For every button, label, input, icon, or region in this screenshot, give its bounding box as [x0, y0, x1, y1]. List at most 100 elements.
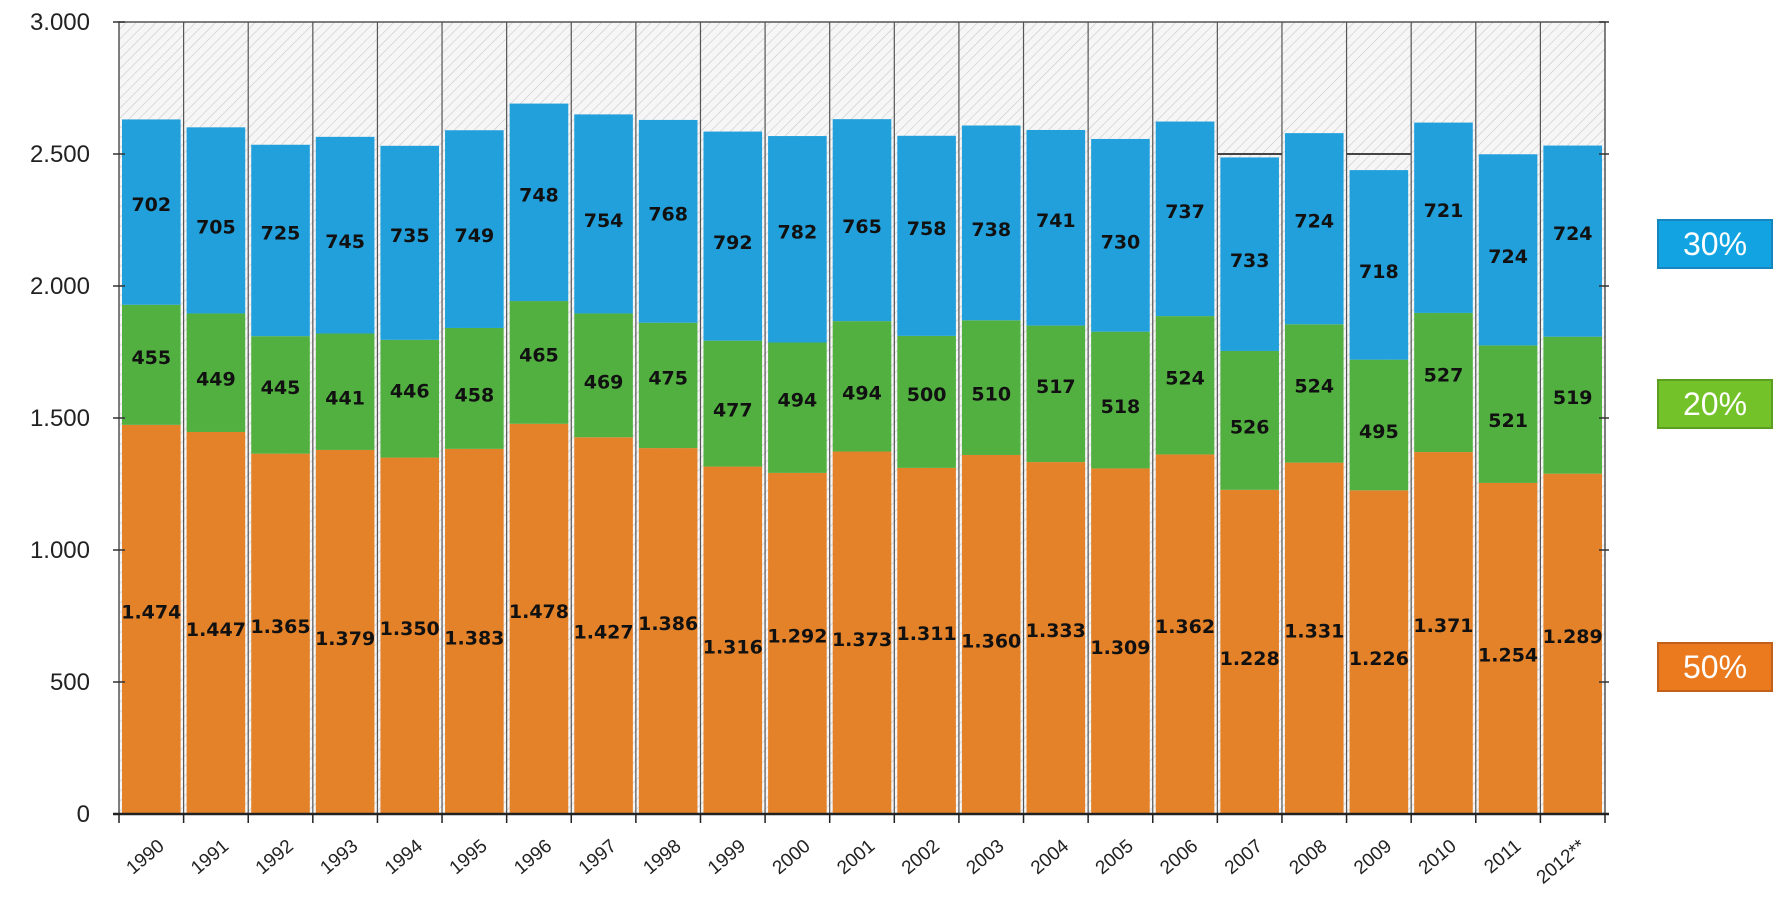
bar-segment-base — [1284, 462, 1344, 814]
y-tick-label: 2.500 — [30, 141, 90, 168]
bar-segment-middle — [122, 304, 181, 425]
bar-segment-middle — [380, 339, 440, 458]
percentage-badge: 50% — [1657, 642, 1773, 692]
bar-segment-base — [1349, 490, 1409, 814]
data-label: 494 — [778, 390, 818, 412]
bar-segment-middle — [638, 322, 698, 449]
x-tick-label: 2000 — [769, 836, 815, 879]
x-tick-label: 2010 — [1415, 836, 1461, 879]
data-label: 441 — [325, 388, 365, 410]
y-tick-label: 3.000 — [30, 9, 90, 36]
bar-segment-top — [509, 103, 569, 302]
data-label: 521 — [1488, 410, 1528, 432]
bar-segment-top — [961, 125, 1021, 321]
bar-segment-middle — [574, 313, 633, 438]
x-tick-label: 2009 — [1350, 836, 1396, 879]
data-label: 475 — [648, 367, 688, 389]
bar-segment-base — [509, 423, 569, 814]
bar-segment-middle — [768, 342, 827, 473]
x-tick-label: 1997 — [575, 836, 621, 879]
data-label: 510 — [971, 384, 1011, 406]
data-label: 724 — [1553, 223, 1593, 245]
data-label: 1.447 — [186, 619, 246, 641]
bar-segment-base — [897, 467, 956, 814]
x-tick-label: 1998 — [640, 836, 686, 879]
bar-segment-middle — [1091, 331, 1150, 469]
data-label: 1.289 — [1543, 626, 1603, 648]
data-label: 702 — [131, 194, 171, 216]
x-tick-label: 1995 — [446, 836, 492, 879]
bar-segment-top — [832, 119, 892, 322]
bar-segment-top — [897, 135, 956, 336]
data-label: 1.311 — [897, 623, 957, 645]
bar-segment-base — [122, 424, 181, 814]
x-tick-label: 2012** — [1533, 835, 1591, 888]
data-label: 1.379 — [315, 628, 375, 650]
data-label: 737 — [1165, 201, 1205, 223]
data-label: 724 — [1294, 211, 1334, 233]
percentage-badge: 30% — [1657, 219, 1773, 269]
bar-segment-top — [1414, 122, 1473, 313]
bar-segment-middle — [961, 320, 1021, 455]
bar-segment-middle — [1414, 312, 1473, 453]
bar-segment-top — [1543, 145, 1602, 337]
y-tick-label: 2.000 — [30, 273, 90, 300]
data-label: 1.474 — [121, 601, 181, 623]
bar-segment-top — [1349, 170, 1409, 360]
bar-segment-top — [186, 127, 246, 314]
data-label: 1.316 — [703, 636, 763, 658]
data-label: 758 — [907, 218, 947, 240]
data-label: 1.362 — [1155, 616, 1215, 638]
y-tick-label: 500 — [50, 669, 90, 696]
bar-segment-middle — [509, 301, 569, 424]
bar-segment-middle — [1155, 316, 1215, 455]
bar-segment-base — [1414, 452, 1473, 814]
data-label: 738 — [971, 219, 1011, 241]
x-tick-label: 2005 — [1092, 836, 1138, 879]
data-label: 518 — [1101, 396, 1141, 418]
bar-segment-base — [638, 448, 698, 814]
bar-segment-middle — [315, 333, 375, 450]
bar-segment-middle — [897, 335, 956, 468]
data-label: 1.365 — [250, 616, 310, 638]
data-label: 735 — [390, 225, 430, 247]
bar-segment-top — [1026, 129, 1086, 326]
bar-segment-base — [1155, 454, 1215, 814]
data-label: 1.228 — [1220, 648, 1280, 670]
bar-segment-middle — [251, 336, 310, 454]
data-label: 1.371 — [1413, 615, 1473, 637]
bar-segment-top — [1284, 133, 1344, 325]
data-label: 1.292 — [767, 625, 827, 647]
x-tick-label: 2008 — [1286, 836, 1332, 879]
data-label: 445 — [261, 377, 301, 399]
data-label: 1.386 — [638, 613, 698, 635]
x-tick-label: 1990 — [123, 836, 169, 879]
data-label: 754 — [584, 210, 624, 232]
data-label: 524 — [1165, 367, 1205, 389]
data-label: 494 — [842, 382, 882, 404]
data-label: 705 — [196, 216, 236, 238]
bar-segment-base — [186, 431, 246, 814]
data-labels-layer: 1.474 455 702 1.447 449 705 1.365 445 725 1.379 44… — [121, 184, 1603, 670]
x-tick-label: 1996 — [510, 836, 556, 879]
data-label: 527 — [1424, 364, 1464, 386]
x-tick-label: 1993 — [316, 836, 362, 879]
data-label: 1.373 — [832, 629, 892, 651]
x-tick-label: 1994 — [381, 835, 427, 879]
data-label: 446 — [390, 381, 430, 403]
bar-segment-base — [1220, 489, 1279, 814]
data-label: 500 — [907, 384, 947, 406]
x-tick-label: 1999 — [704, 836, 750, 879]
data-label: 792 — [713, 232, 753, 254]
data-label: 458 — [455, 384, 495, 406]
data-label: 469 — [584, 371, 624, 393]
bar-segment-middle — [1543, 336, 1602, 474]
bar-segment-base — [703, 466, 763, 814]
x-tick-label: 2002 — [898, 836, 944, 879]
bar-segment-top — [703, 131, 763, 341]
bar-segment-top — [1220, 157, 1279, 351]
data-label: 526 — [1230, 416, 1270, 438]
data-label: 455 — [131, 347, 171, 369]
data-label: 477 — [713, 400, 753, 422]
bar-segment-middle — [703, 340, 763, 467]
